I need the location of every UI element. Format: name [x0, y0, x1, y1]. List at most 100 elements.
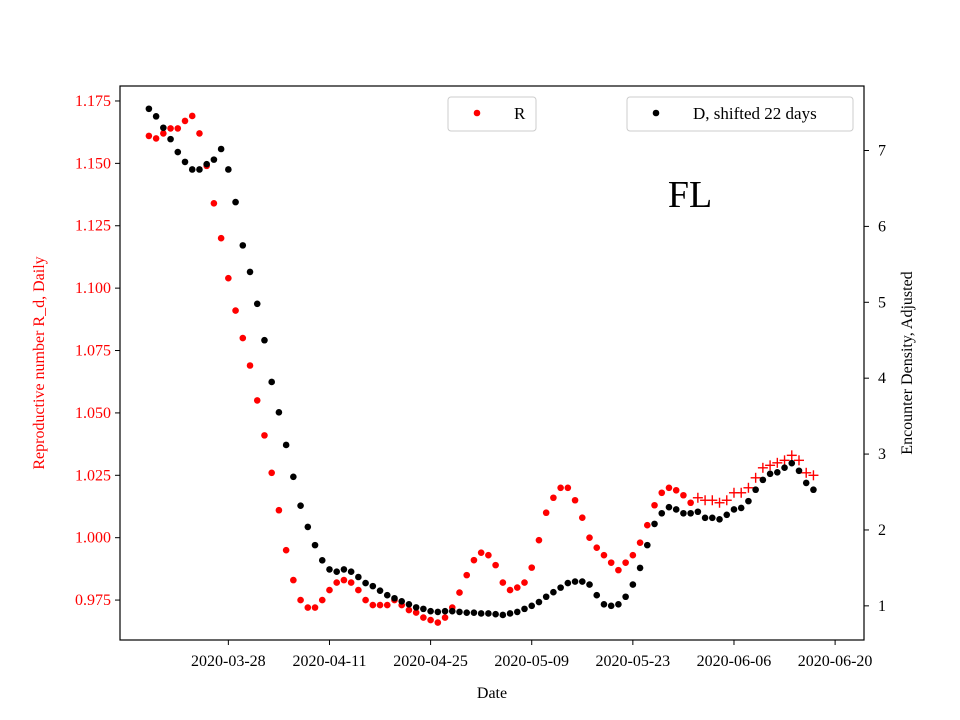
x-tick-label: 2020-05-09	[494, 653, 569, 670]
point-d	[355, 573, 362, 581]
point-r	[470, 556, 478, 564]
y-axis-right: 1 2 3 4 5 6 7	[864, 143, 886, 615]
point-d	[542, 593, 550, 601]
point-r	[535, 536, 543, 544]
point-r	[318, 596, 326, 604]
point-r	[347, 579, 355, 586]
y-axis-left-label: Reproductive number R_d, Daily	[31, 256, 48, 469]
point-r-plus	[765, 460, 776, 471]
point-d	[463, 609, 471, 616]
point-d	[810, 486, 817, 494]
point-r	[420, 614, 427, 621]
point-r	[217, 234, 225, 242]
point-r-plus	[786, 450, 797, 461]
y-right-tick-label: 3	[878, 446, 886, 463]
point-d	[427, 607, 434, 615]
point-d	[405, 601, 413, 608]
y-left-tick-label: 0.975	[75, 592, 111, 609]
x-tick-label: 2020-04-11	[292, 653, 366, 670]
point-r	[528, 564, 536, 571]
y-axis-left: 0.975 1.000 1.025 1.050 1.075 1.100 1.125 1.150…	[75, 93, 120, 609]
point-r-plus	[772, 457, 783, 468]
point-r	[629, 551, 637, 559]
point-r	[658, 489, 666, 497]
point-d	[275, 409, 283, 416]
point-r	[615, 566, 622, 574]
point-r	[492, 561, 499, 569]
point-d	[282, 441, 290, 449]
point-r	[167, 125, 174, 132]
y-right-tick-label: 7	[878, 143, 886, 160]
point-d	[456, 608, 463, 616]
point-r	[571, 496, 579, 504]
point-d	[550, 588, 557, 596]
point-r	[593, 544, 601, 551]
point-r	[499, 579, 507, 586]
point-r	[550, 494, 557, 502]
point-r-plus	[714, 497, 725, 508]
point-r	[622, 559, 629, 566]
point-d	[774, 468, 781, 476]
point-r	[311, 604, 319, 611]
point-r	[427, 616, 434, 624]
point-d	[347, 568, 355, 575]
point-r	[521, 579, 528, 586]
point-d	[499, 611, 507, 619]
point-r-plus	[743, 482, 754, 493]
point-d	[557, 584, 564, 591]
point-d	[600, 601, 608, 608]
legend-r: R	[447, 96, 537, 132]
point-r	[644, 521, 651, 529]
y-right-tick-label: 5	[878, 294, 886, 311]
point-d	[326, 566, 333, 573]
point-d	[188, 166, 196, 173]
point-d	[629, 581, 637, 588]
point-r	[376, 601, 384, 609]
point-r	[290, 576, 297, 584]
x-tick-label: 2020-06-06	[697, 653, 772, 670]
point-r	[246, 362, 254, 369]
point-r	[333, 579, 340, 586]
point-r	[405, 606, 413, 614]
point-d	[578, 578, 586, 585]
point-d	[217, 145, 225, 153]
point-r	[340, 576, 348, 584]
point-r	[412, 609, 420, 616]
point-d	[412, 604, 420, 611]
point-r	[225, 274, 232, 282]
point-r	[210, 199, 218, 207]
point-r	[369, 601, 377, 609]
point-d	[160, 124, 167, 132]
point-d	[232, 198, 239, 206]
point-d	[745, 497, 752, 505]
y-right-tick-label: 6	[878, 218, 886, 235]
point-d	[304, 523, 312, 531]
point-d	[210, 156, 218, 163]
point-d	[203, 160, 210, 168]
point-r-plus	[779, 455, 790, 466]
point-d	[752, 486, 759, 494]
point-d	[644, 541, 651, 549]
y-right-tick-label: 4	[878, 370, 886, 387]
point-r	[268, 469, 275, 477]
point-d	[253, 300, 261, 308]
point-d	[434, 608, 442, 616]
point-r	[253, 397, 261, 404]
point-d	[701, 514, 709, 522]
legend-r-marker	[473, 109, 481, 117]
point-r	[434, 619, 442, 626]
point-r	[362, 596, 369, 604]
state-annotation: FL	[668, 174, 712, 216]
point-r	[383, 601, 391, 609]
point-d	[658, 509, 666, 517]
point-r	[275, 506, 283, 514]
point-d	[391, 594, 398, 602]
y-left-tick-label: 1.175	[75, 93, 111, 110]
point-d	[225, 166, 232, 173]
point-d	[145, 105, 153, 113]
point-r	[456, 589, 463, 596]
point-r	[174, 125, 182, 132]
point-r	[542, 509, 550, 517]
point-d	[290, 473, 297, 481]
